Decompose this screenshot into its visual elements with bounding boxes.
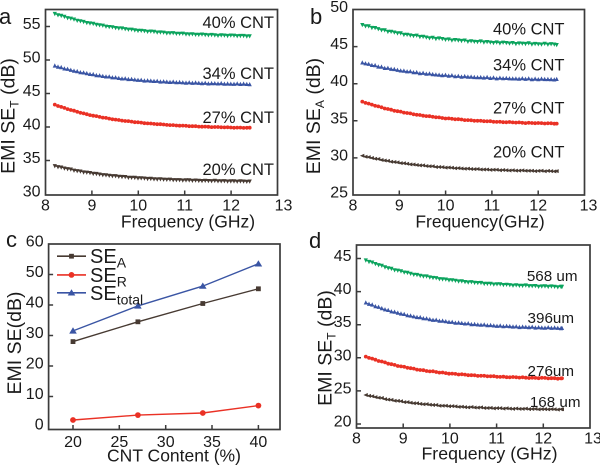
svg-text:13: 13 xyxy=(580,198,598,215)
svg-text:12: 12 xyxy=(529,198,547,215)
svg-text:60: 60 xyxy=(26,234,44,251)
svg-text:276um: 276um xyxy=(528,363,574,380)
svg-text:35: 35 xyxy=(23,150,41,167)
svg-text:40: 40 xyxy=(250,434,268,451)
svg-text:10: 10 xyxy=(437,198,455,215)
svg-text:35: 35 xyxy=(334,314,352,331)
svg-text:Frequency (GHz): Frequency (GHz) xyxy=(121,212,255,232)
svg-text:30: 30 xyxy=(334,347,352,364)
svg-text:b: b xyxy=(310,4,322,29)
svg-text:45: 45 xyxy=(330,36,348,53)
svg-text:13: 13 xyxy=(584,431,600,448)
svg-text:8: 8 xyxy=(352,431,361,448)
svg-text:45: 45 xyxy=(334,248,352,265)
svg-text:40% CNT: 40% CNT xyxy=(493,20,565,38)
svg-text:10: 10 xyxy=(129,198,147,215)
svg-text:50: 50 xyxy=(330,0,348,16)
svg-text:20% CNT: 20% CNT xyxy=(493,143,565,161)
svg-text:55: 55 xyxy=(23,16,41,33)
svg-text:40: 40 xyxy=(26,295,44,312)
svg-text:35: 35 xyxy=(330,110,348,127)
svg-text:9: 9 xyxy=(399,431,408,448)
svg-text:568 um: 568 um xyxy=(527,268,578,285)
svg-text:EMI SEA (dB): EMI SEA (dB) xyxy=(303,58,327,174)
svg-text:EMI SET (dB): EMI SET (dB) xyxy=(315,290,339,406)
svg-text:9: 9 xyxy=(395,198,404,215)
svg-text:10: 10 xyxy=(441,431,459,448)
svg-text:50: 50 xyxy=(26,264,44,281)
svg-text:EMI SE(dB): EMI SE(dB) xyxy=(4,292,26,395)
svg-text:8: 8 xyxy=(41,198,50,215)
svg-text:34% CNT: 34% CNT xyxy=(202,65,274,83)
svg-text:20% CNT: 20% CNT xyxy=(202,161,274,179)
svg-text:20: 20 xyxy=(64,434,82,451)
svg-text:20: 20 xyxy=(26,356,44,373)
svg-text:27% CNT: 27% CNT xyxy=(202,109,274,127)
svg-text:8: 8 xyxy=(349,198,358,215)
svg-text:Frequency(GHz): Frequency(GHz) xyxy=(415,212,544,232)
svg-text:Frequency (GHz): Frequency (GHz) xyxy=(421,444,557,464)
svg-text:EMI SET (dB): EMI SET (dB) xyxy=(0,58,22,174)
svg-text:10: 10 xyxy=(26,386,44,403)
svg-text:40% CNT: 40% CNT xyxy=(202,14,274,32)
svg-text:12: 12 xyxy=(222,198,240,215)
svg-text:12: 12 xyxy=(534,431,552,448)
svg-text:25: 25 xyxy=(334,380,352,397)
svg-text:45: 45 xyxy=(23,83,41,100)
svg-text:34% CNT: 34% CNT xyxy=(493,56,565,74)
svg-text:9: 9 xyxy=(87,198,96,215)
svg-text:25: 25 xyxy=(330,185,348,202)
svg-text:25: 25 xyxy=(110,434,128,451)
svg-text:13: 13 xyxy=(275,198,293,215)
svg-text:40: 40 xyxy=(23,117,41,134)
svg-text:a: a xyxy=(0,4,12,29)
svg-text:11: 11 xyxy=(488,431,505,448)
svg-text:c: c xyxy=(6,227,17,252)
svg-text:50: 50 xyxy=(23,50,41,67)
svg-text:396um: 396um xyxy=(528,310,574,327)
svg-text:30: 30 xyxy=(157,434,175,451)
svg-text:30: 30 xyxy=(330,147,348,164)
svg-text:30: 30 xyxy=(23,184,41,201)
svg-text:d: d xyxy=(309,228,321,253)
svg-text:11: 11 xyxy=(484,198,501,215)
svg-text:CNT Content (%): CNT Content (%) xyxy=(107,446,241,466)
svg-text:35: 35 xyxy=(203,434,221,451)
svg-text:20: 20 xyxy=(334,414,352,431)
svg-text:30: 30 xyxy=(26,325,44,342)
svg-text:0: 0 xyxy=(35,417,44,434)
svg-text:168 um: 168 um xyxy=(530,394,581,411)
svg-text:40: 40 xyxy=(330,73,348,90)
svg-text:11: 11 xyxy=(176,198,193,215)
svg-text:40: 40 xyxy=(334,281,352,298)
svg-text:27% CNT: 27% CNT xyxy=(493,99,565,117)
